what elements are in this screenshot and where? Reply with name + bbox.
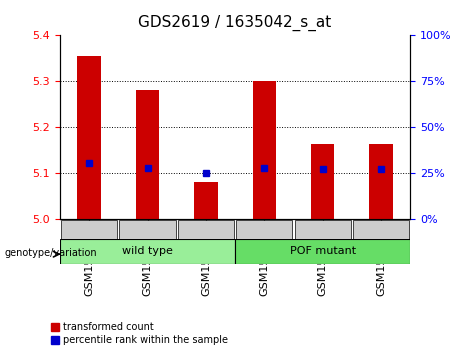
Bar	[369, 144, 393, 219]
Bar	[236, 220, 292, 239]
Text: POF mutant: POF mutant	[290, 246, 356, 256]
Bar	[194, 182, 218, 219]
Bar	[353, 220, 409, 239]
Bar	[119, 220, 176, 239]
Bar	[77, 56, 101, 219]
Bar	[178, 220, 234, 239]
Legend: transformed count, percentile rank within the sample: transformed count, percentile rank withi…	[51, 322, 228, 345]
Bar	[235, 239, 410, 264]
Bar	[253, 81, 276, 219]
Bar	[295, 220, 351, 239]
Bar	[60, 239, 235, 264]
Bar	[311, 144, 334, 219]
Title: GDS2619 / 1635042_s_at: GDS2619 / 1635042_s_at	[138, 15, 332, 31]
Text: wild type: wild type	[122, 246, 173, 256]
Bar	[61, 220, 117, 239]
Bar	[136, 90, 159, 219]
Text: genotype/variation: genotype/variation	[5, 248, 97, 258]
